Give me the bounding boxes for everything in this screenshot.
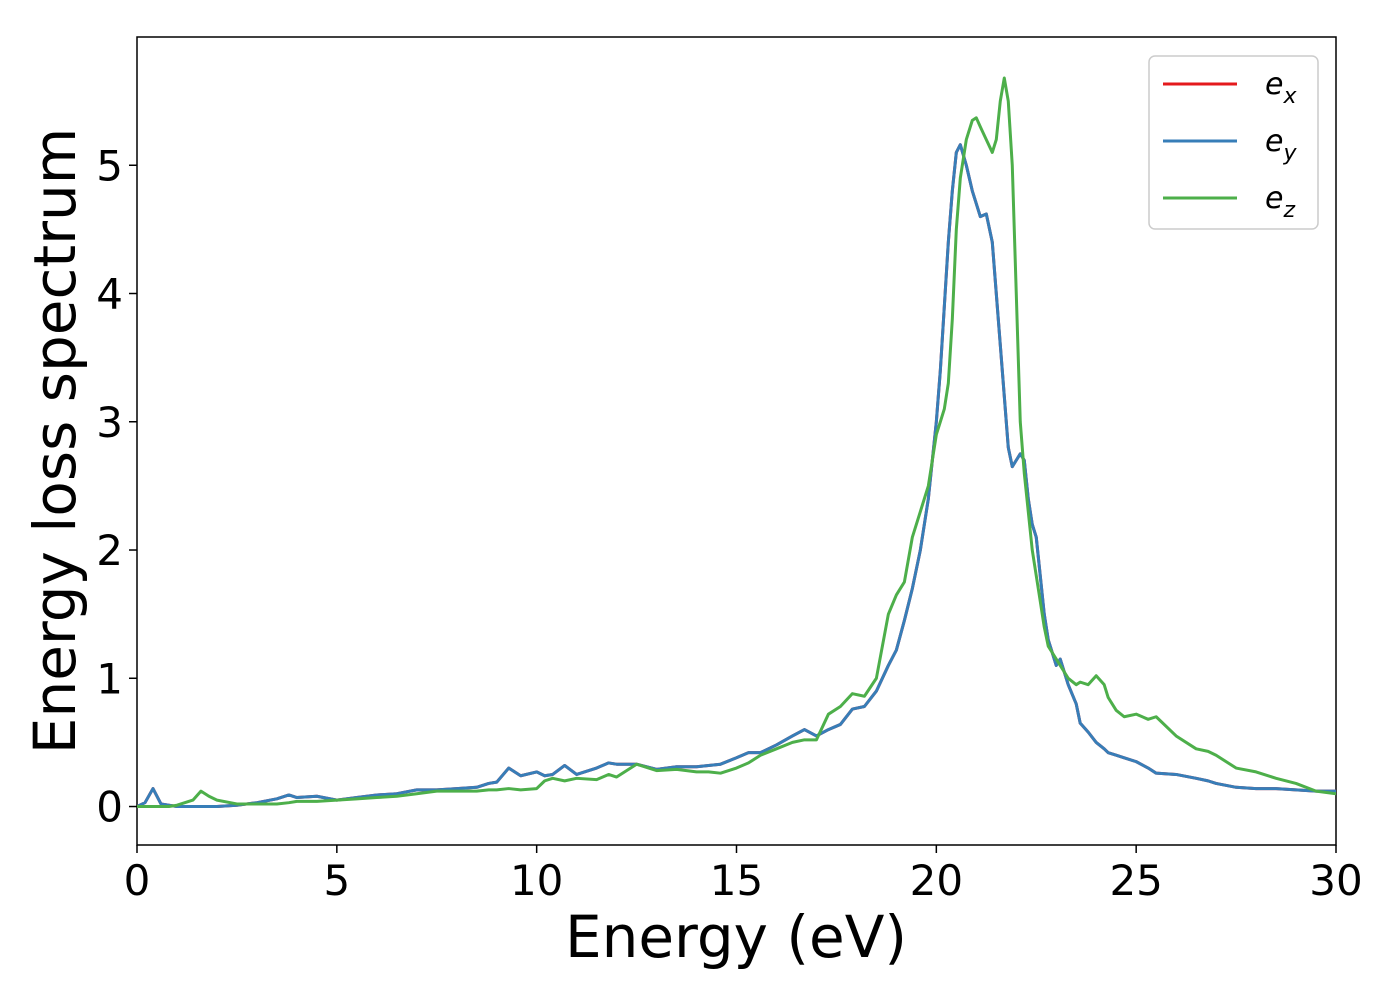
y-tick-label: 3	[96, 398, 123, 447]
legend-label-y: ey	[1265, 124, 1297, 166]
y-tick-label: 0	[96, 783, 123, 832]
series-lines	[137, 76, 1336, 809]
x-axis-ticks: 0 5 10 15 20 25 30	[124, 845, 1363, 905]
x-tick-label: 25	[1109, 856, 1162, 905]
legend-label-base: e	[1265, 124, 1283, 159]
x-tick-label: 15	[710, 856, 763, 905]
legend-label-z: ez	[1265, 181, 1295, 223]
y-axis-title: Energy loss spectrum	[21, 128, 89, 754]
series-line-x	[137, 143, 1336, 809]
y-tick-label: 5	[96, 141, 123, 190]
y-tick-label: 4	[96, 270, 123, 319]
x-tick-label: 20	[910, 856, 963, 905]
x-tick-label: 0	[124, 856, 151, 905]
series-line-z	[137, 76, 1336, 809]
legend-label-base: e	[1265, 67, 1283, 102]
series-line-y	[137, 143, 1336, 809]
legend-label-x: ex	[1265, 67, 1297, 109]
x-tick-label: 30	[1309, 856, 1362, 905]
legend-label-subscript: x	[1282, 84, 1297, 109]
y-tick-label: 1	[96, 654, 123, 703]
x-tick-label: 10	[510, 856, 563, 905]
legend-label-base: e	[1265, 181, 1283, 216]
y-axis-ticks: 0 1 2 3 4 5	[96, 141, 137, 832]
legend-label-subscript: z	[1282, 198, 1295, 223]
x-tick-label: 5	[323, 856, 350, 905]
x-axis-title: Energy (eV)	[565, 903, 907, 971]
legend-label-subscript: y	[1282, 141, 1297, 166]
y-tick-label: 2	[96, 526, 123, 575]
